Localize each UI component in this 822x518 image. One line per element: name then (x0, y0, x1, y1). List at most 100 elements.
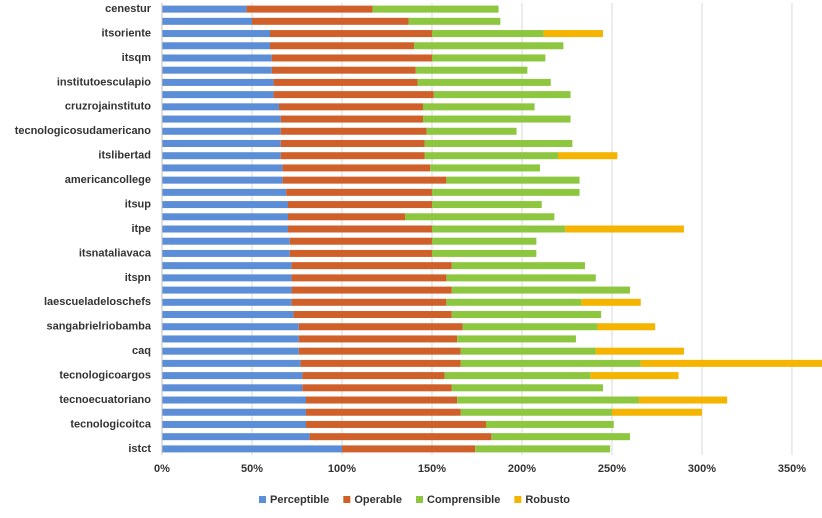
bar-segment (433, 91, 571, 99)
bar-segment (162, 249, 290, 257)
bar-segment (557, 152, 618, 160)
bar-segment (462, 323, 598, 331)
bar-segment (590, 372, 679, 380)
bar-segment (162, 42, 270, 50)
bar-segment (298, 323, 463, 331)
bar-segment (457, 335, 576, 343)
bar-segment (271, 54, 432, 62)
bar-segment (431, 225, 566, 233)
bar-segment (460, 408, 612, 416)
bar-segment (269, 30, 432, 38)
bar-segment (246, 5, 373, 13)
bar-segment (287, 225, 432, 233)
bar-segment (597, 323, 656, 331)
bar-segment (300, 359, 461, 367)
bar-segment (457, 396, 639, 404)
bar-segment (426, 127, 517, 135)
bar-segment (291, 262, 452, 270)
bar-segment (162, 225, 288, 233)
x-tick-label: 200% (508, 463, 536, 475)
bar-segment (162, 176, 283, 184)
legend-label: Robusto (525, 494, 570, 506)
y-tick-label: tecnologicosudamericano (15, 125, 152, 137)
bar-segment (422, 115, 571, 123)
bar-segment (162, 274, 292, 282)
y-tick-label: caq (132, 345, 151, 357)
y-tick-label: itsoriente (101, 27, 151, 39)
legend-swatch (514, 496, 522, 503)
bar-segment (341, 445, 476, 453)
bar-segment (451, 286, 630, 294)
bar-segment (446, 298, 582, 306)
bar-segment (287, 213, 405, 221)
bar-segment (444, 372, 591, 380)
bar-segment (162, 359, 301, 367)
legend-swatch (259, 496, 266, 503)
bar-segment (162, 420, 306, 428)
y-tick-label: tecnologicoargos (59, 370, 151, 382)
bar-segment (162, 347, 299, 355)
bar-segment (491, 433, 630, 441)
x-tick-label: 350% (778, 463, 806, 475)
bar-segment (162, 286, 292, 294)
bar-segment (162, 384, 303, 392)
bar-segment (162, 323, 299, 331)
bar-segment (291, 298, 447, 306)
bar-segment (451, 384, 603, 392)
y-tick-label: tecnologicoitca (70, 418, 152, 430)
bar-segment (415, 66, 528, 74)
bar-segment (413, 42, 564, 50)
bar-segment (289, 249, 432, 257)
bar-segment (451, 262, 585, 270)
bar-segment (278, 103, 423, 111)
y-tick-label: itsqm (122, 52, 152, 64)
bar-segment (162, 54, 272, 62)
y-tick-label: americancollege (65, 174, 151, 186)
bar-segment (595, 347, 684, 355)
bar-segment (162, 335, 299, 343)
bar-segment (271, 66, 416, 74)
bar-segment (162, 201, 288, 209)
bar-segment (162, 311, 294, 319)
y-tick-label: sangabrielriobamba (46, 321, 151, 333)
x-tick-label: 150% (418, 463, 446, 475)
bar-segment (431, 249, 537, 257)
bar-segment (305, 396, 458, 404)
bar-segment (611, 408, 702, 416)
bar-segment (581, 298, 641, 306)
bar-segment (280, 152, 425, 160)
bar-segment (280, 127, 427, 135)
bar-segment (404, 213, 555, 221)
bar-segment (422, 103, 535, 111)
bar-segment (302, 372, 445, 380)
bar-segment (640, 359, 822, 367)
bar-segment (162, 372, 303, 380)
y-tick-label: itpe (131, 223, 151, 235)
legend-label: Perceptible (270, 494, 329, 506)
bar-segment (162, 103, 279, 111)
bar-segment (446, 176, 580, 184)
bar-segment (446, 274, 596, 282)
y-tick-label: tecnoecuatoriano (59, 394, 151, 406)
bar-segment (162, 262, 292, 270)
y-tick-label: itslibertad (98, 150, 151, 162)
bar-segment (430, 164, 540, 172)
bar-segment (162, 127, 281, 135)
legend-label: Comprensible (427, 494, 500, 506)
bar-segment (565, 225, 684, 233)
bar-segment (424, 152, 558, 160)
bar-segment (273, 78, 418, 86)
y-tick-label: itsnataliavaca (79, 247, 152, 259)
y-tick-label: istct (128, 443, 151, 455)
x-tick-label: 300% (688, 463, 716, 475)
bar-segment (485, 420, 614, 428)
bar-segment (162, 298, 292, 306)
bar-segment (287, 201, 432, 209)
bar-segment (280, 139, 425, 147)
bar-segment (298, 335, 458, 343)
x-tick-label: 0% (154, 463, 170, 475)
x-tick-label: 50% (241, 463, 263, 475)
bar-segment (424, 139, 573, 147)
bar-segment (431, 201, 542, 209)
bar-segment (162, 213, 288, 221)
